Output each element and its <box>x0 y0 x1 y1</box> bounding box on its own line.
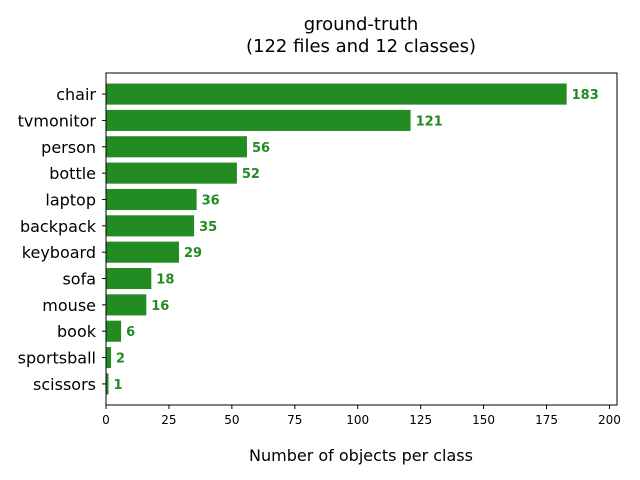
x-tick-label: 75 <box>287 413 302 427</box>
axes-group: chair tvmonitor person bottle laptop backpack… <box>18 72 621 427</box>
bar-mouse <box>106 294 147 316</box>
category-label-laptop: laptop <box>45 190 96 209</box>
category-label-sofa: sofa <box>62 270 96 289</box>
data-label-backpack: 35 <box>199 220 217 235</box>
data-label-tvmonitor: 121 <box>416 114 443 129</box>
data-label-keyboard: 29 <box>184 246 202 261</box>
bar-laptop <box>106 188 197 211</box>
category-label-book: book <box>57 322 97 341</box>
data-label-chair: 183 <box>572 88 599 103</box>
category-label-person: person <box>41 138 96 157</box>
x-tick-label: 125 <box>409 413 432 427</box>
bar-sofa <box>106 267 152 290</box>
data-label-bottle: 52 <box>242 167 260 182</box>
bar-person <box>106 136 247 158</box>
category-label-tvmonitor: tvmonitor <box>18 111 97 130</box>
plot-frame <box>105 72 618 406</box>
category-label-sportsball: sportsball <box>18 349 96 368</box>
chart-subtitle: (122 files and 12 classes) <box>246 36 476 57</box>
category-label-scissors: scissors <box>33 375 96 394</box>
data-label-sportsball: 2 <box>116 352 125 367</box>
x-tick-label: 175 <box>535 413 558 427</box>
bar-bottle <box>106 162 237 184</box>
data-label-mouse: 16 <box>151 299 169 314</box>
category-label-mouse: mouse <box>42 296 96 315</box>
data-label-scissors: 1 <box>114 378 123 393</box>
category-label-keyboard: keyboard <box>22 243 96 262</box>
bar-sportsball <box>106 347 112 369</box>
bars-group: 183 121 56 52 36 35 29 18 16 62 1 <box>106 83 599 395</box>
category-label-chair: chair <box>56 85 96 104</box>
data-label-sofa: 18 <box>156 273 174 288</box>
bar-chair <box>106 83 567 105</box>
x-tick-label: 25 <box>161 413 176 427</box>
data-label-laptop: 36 <box>202 193 220 208</box>
x-tick-label: 50 <box>224 413 239 427</box>
data-label-person: 56 <box>252 141 270 156</box>
x-axis-label: Number of objects per class <box>249 446 473 465</box>
category-label-bottle: bottle <box>49 164 96 183</box>
bar-keyboard <box>106 241 179 263</box>
chart-title: ground-truth <box>304 14 419 35</box>
x-tick-label: 200 <box>598 413 621 427</box>
bar-scissors <box>106 373 109 395</box>
category-label-backpack: backpack <box>20 217 97 236</box>
x-tick-label: 0 <box>102 413 110 427</box>
bar-backpack <box>106 215 195 237</box>
bar-tvmonitor <box>106 109 411 131</box>
data-label-book: 6 <box>126 325 135 340</box>
x-tick-label: 100 <box>346 413 369 427</box>
bar-book <box>106 320 122 342</box>
x-tick-label: 150 <box>472 413 495 427</box>
